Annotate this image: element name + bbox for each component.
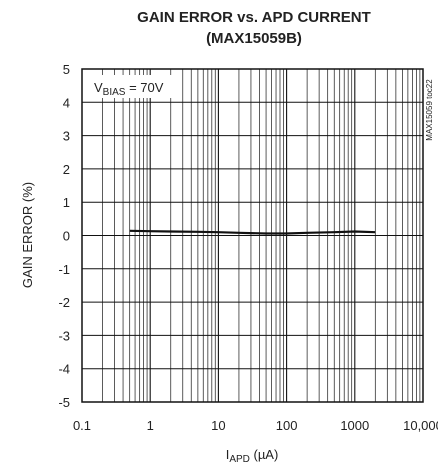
bias-annotation: VBIAS = 70V: [94, 80, 164, 98]
y-tick-label: 1: [63, 195, 70, 210]
y-tick-label: -2: [58, 295, 70, 310]
x-tick-label: 100: [276, 418, 298, 433]
y-axis-label: GAIN ERROR (%): [20, 182, 35, 288]
x-tick-label: 1000: [340, 418, 369, 433]
x-axis-label-main: I: [226, 447, 230, 462]
chart-subtitle: (MAX15059B): [206, 30, 302, 47]
bias-annotation-sub: BIAS: [103, 87, 126, 98]
x-tick-label: 10,000: [403, 418, 438, 433]
bias-annotation-prefix: V: [94, 80, 103, 95]
y-tick-labels: 5 4 3 2 1 0 -1 -2 -3 -4 -5: [58, 62, 70, 410]
chart-title: GAIN ERROR vs. APD CURRENT: [137, 9, 371, 26]
y-tick-label: 5: [63, 62, 70, 77]
x-axis-label: IAPD (µA): [226, 447, 279, 465]
side-label-box: [424, 70, 436, 150]
plot-frame: [81, 68, 424, 403]
bias-annotation-suffix: = 70V: [125, 80, 163, 95]
x-tick-label: 0.1: [73, 418, 91, 433]
x-tick-label: 1: [147, 418, 154, 433]
y-tick-label: 3: [63, 129, 70, 144]
annotation-box: [90, 75, 180, 98]
y-tick-label: -3: [58, 328, 70, 343]
x-axis-label-sub: APD: [229, 454, 250, 465]
series-layer: [129, 229, 376, 235]
y-tick-label: 2: [63, 162, 70, 177]
y-tick-label: -5: [58, 395, 70, 410]
x-tick-label: 10: [211, 418, 225, 433]
y-tick-label: -4: [58, 362, 70, 377]
figure-id-label: MAX15059 toc22: [425, 79, 434, 141]
series-line: [129, 229, 376, 235]
y-tick-label: 4: [63, 95, 70, 110]
y-tick-label: 0: [63, 229, 70, 244]
y-tick-label: -1: [58, 262, 70, 277]
x-tick-labels: 0.1 1 10 100 1000 10,000: [73, 418, 438, 433]
major-gridlines: [82, 69, 423, 402]
x-axis-label-unit: (µA): [250, 447, 278, 462]
